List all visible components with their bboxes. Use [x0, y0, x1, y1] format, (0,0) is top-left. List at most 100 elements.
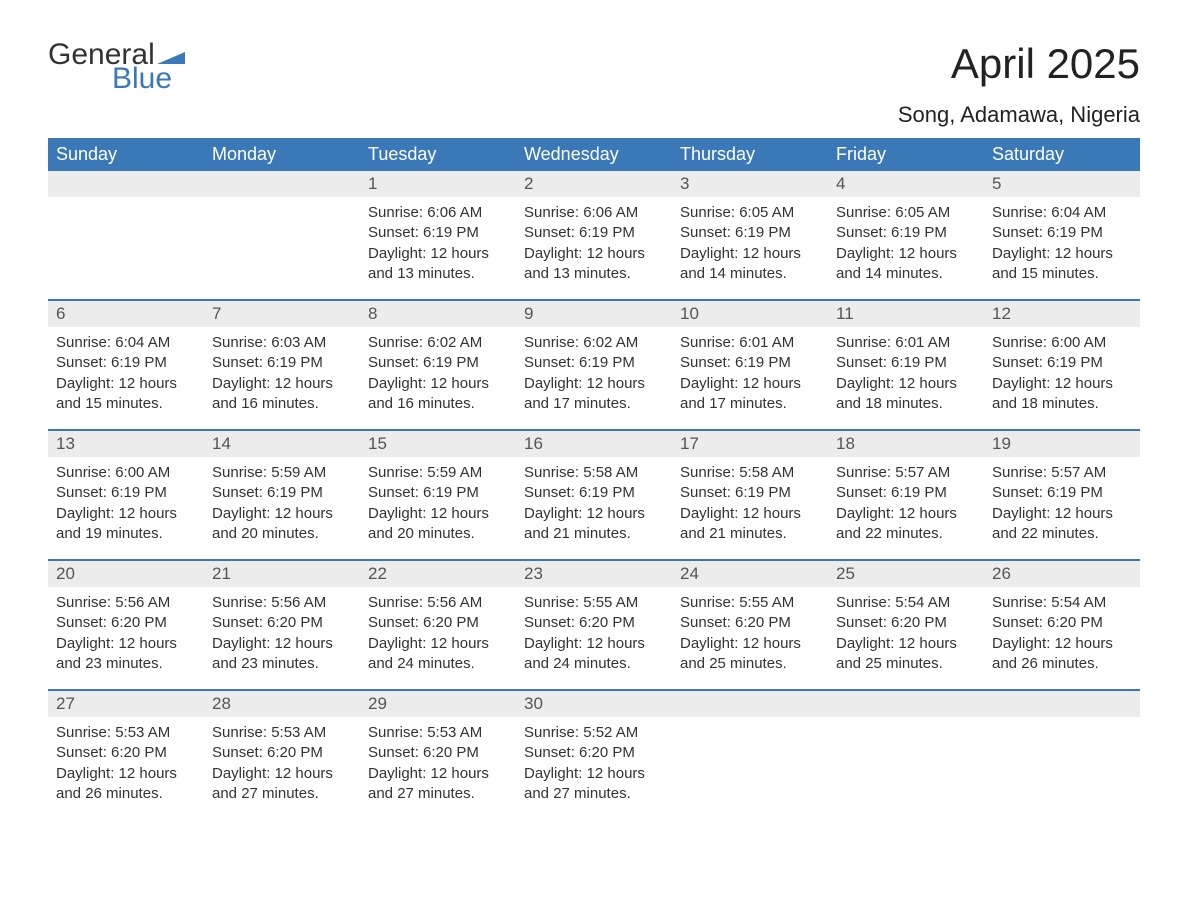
sunset-line: Sunset: 6:20 PM	[368, 743, 508, 763]
sunset-line: Sunset: 6:19 PM	[680, 483, 820, 503]
day-number	[204, 171, 360, 197]
day-body: Sunrise: 5:54 AMSunset: 6:20 PMDaylight:…	[984, 587, 1140, 674]
day-body: Sunrise: 5:52 AMSunset: 6:20 PMDaylight:…	[516, 717, 672, 804]
daylight-line: Daylight: 12 hours and 16 minutes.	[368, 374, 508, 415]
daylight-line: Daylight: 12 hours and 18 minutes.	[836, 374, 976, 415]
day-cell: 30Sunrise: 5:52 AMSunset: 6:20 PMDayligh…	[516, 691, 672, 819]
sunset-line: Sunset: 6:19 PM	[836, 223, 976, 243]
day-cell	[828, 691, 984, 819]
sunset-line: Sunset: 6:20 PM	[212, 613, 352, 633]
day-number: 12	[984, 301, 1140, 327]
sunrise-line: Sunrise: 5:54 AM	[836, 593, 976, 613]
day-body: Sunrise: 5:57 AMSunset: 6:19 PMDaylight:…	[828, 457, 984, 544]
day-cell	[672, 691, 828, 819]
daylight-line: Daylight: 12 hours and 20 minutes.	[368, 504, 508, 545]
sunrise-line: Sunrise: 5:53 AM	[368, 723, 508, 743]
daylight-line: Daylight: 12 hours and 19 minutes.	[56, 504, 196, 545]
header-bar: General Blue April 2025 Song, Adamawa, N…	[48, 40, 1140, 128]
sunrise-line: Sunrise: 5:57 AM	[992, 463, 1132, 483]
sunset-line: Sunset: 6:20 PM	[524, 743, 664, 763]
brand-blue: Blue	[112, 64, 185, 94]
day-cell: 23Sunrise: 5:55 AMSunset: 6:20 PMDayligh…	[516, 561, 672, 689]
day-cell: 11 Sunrise: 6:01 AMSunset: 6:19 PMDayligh…	[828, 301, 984, 429]
day-body: Sunrise: 5:55 AMSunset: 6:20 PMDaylight:…	[516, 587, 672, 674]
sunset-line: Sunset: 6:19 PM	[368, 483, 508, 503]
day-number: 16	[516, 431, 672, 457]
day-body: Sunrise: 6:00 AMSunset: 6:19 PMDaylight:…	[48, 457, 204, 544]
day-cell: 16Sunrise: 5:58 AMSunset: 6:19 PMDayligh…	[516, 431, 672, 559]
day-number: 3	[672, 171, 828, 197]
sunset-line: Sunset: 6:19 PM	[836, 353, 976, 373]
week-row: 1Sunrise: 6:06 AMSunset: 6:19 PMDaylight…	[48, 171, 1140, 299]
sunrise-line: Sunrise: 5:58 AM	[524, 463, 664, 483]
sunset-line: Sunset: 6:20 PM	[368, 613, 508, 633]
daylight-line: Daylight: 12 hours and 22 minutes.	[992, 504, 1132, 545]
daylight-line: Daylight: 12 hours and 20 minutes.	[212, 504, 352, 545]
day-cell: 13Sunrise: 6:00 AMSunset: 6:19 PMDayligh…	[48, 431, 204, 559]
day-number: 25	[828, 561, 984, 587]
weekday-header: Wednesday	[516, 138, 672, 171]
day-number: 14	[204, 431, 360, 457]
day-cell: 26Sunrise: 5:54 AMSunset: 6:20 PMDayligh…	[984, 561, 1140, 689]
day-cell: 5Sunrise: 6:04 AMSunset: 6:19 PMDaylight…	[984, 171, 1140, 299]
day-body: Sunrise: 5:59 AMSunset: 6:19 PMDaylight:…	[204, 457, 360, 544]
week-row: 13Sunrise: 6:00 AMSunset: 6:19 PMDayligh…	[48, 429, 1140, 559]
sunset-line: Sunset: 6:20 PM	[524, 613, 664, 633]
sunset-line: Sunset: 6:19 PM	[992, 483, 1132, 503]
weekday-header: Monday	[204, 138, 360, 171]
sunrise-line: Sunrise: 6:06 AM	[368, 203, 508, 223]
sunrise-line: Sunrise: 6:04 AM	[992, 203, 1132, 223]
weekday-header: Saturday	[984, 138, 1140, 171]
sunrise-line: Sunrise: 6:05 AM	[836, 203, 976, 223]
daylight-line: Daylight: 12 hours and 25 minutes.	[680, 634, 820, 675]
weekday-header: Tuesday	[360, 138, 516, 171]
day-body: Sunrise: 6:05 AMSunset: 6:19 PMDaylight:…	[672, 197, 828, 284]
daylight-line: Daylight: 12 hours and 21 minutes.	[680, 504, 820, 545]
sunset-line: Sunset: 6:19 PM	[524, 353, 664, 373]
day-number: 19	[984, 431, 1140, 457]
day-cell: 12Sunrise: 6:00 AMSunset: 6:19 PMDayligh…	[984, 301, 1140, 429]
daylight-line: Daylight: 12 hours and 22 minutes.	[836, 504, 976, 545]
sunset-line: Sunset: 6:20 PM	[56, 613, 196, 633]
day-number: 26	[984, 561, 1140, 587]
day-number: 30	[516, 691, 672, 717]
day-number: 29	[360, 691, 516, 717]
daylight-line: Daylight: 12 hours and 18 minutes.	[992, 374, 1132, 415]
sunset-line: Sunset: 6:19 PM	[524, 223, 664, 243]
daylight-line: Daylight: 12 hours and 15 minutes.	[992, 244, 1132, 285]
day-number: 24	[672, 561, 828, 587]
daylight-line: Daylight: 12 hours and 14 minutes.	[836, 244, 976, 285]
day-number	[48, 171, 204, 197]
day-number: 6	[48, 301, 204, 327]
sunset-line: Sunset: 6:20 PM	[212, 743, 352, 763]
month-title: April 2025	[898, 40, 1140, 88]
day-cell: 10Sunrise: 6:01 AMSunset: 6:19 PMDayligh…	[672, 301, 828, 429]
day-cell: 1Sunrise: 6:06 AMSunset: 6:19 PMDaylight…	[360, 171, 516, 299]
day-number: 18	[828, 431, 984, 457]
day-number: 11	[828, 301, 984, 327]
day-number: 21	[204, 561, 360, 587]
sunrise-line: Sunrise: 5:52 AM	[524, 723, 664, 743]
daylight-line: Daylight: 12 hours and 24 minutes.	[368, 634, 508, 675]
sunset-line: Sunset: 6:20 PM	[56, 743, 196, 763]
sunset-line: Sunset: 6:19 PM	[212, 483, 352, 503]
sunrise-line: Sunrise: 5:56 AM	[212, 593, 352, 613]
daylight-line: Daylight: 12 hours and 25 minutes.	[836, 634, 976, 675]
day-body: Sunrise: 6:03 AMSunset: 6:19 PMDaylight:…	[204, 327, 360, 414]
sunset-line: Sunset: 6:19 PM	[992, 223, 1132, 243]
sunrise-line: Sunrise: 6:01 AM	[836, 333, 976, 353]
day-cell: 8Sunrise: 6:02 AMSunset: 6:19 PMDaylight…	[360, 301, 516, 429]
sunset-line: Sunset: 6:19 PM	[680, 223, 820, 243]
sunrise-line: Sunrise: 6:02 AM	[524, 333, 664, 353]
day-body: Sunrise: 6:04 AMSunset: 6:19 PMDaylight:…	[48, 327, 204, 414]
day-body: Sunrise: 6:02 AMSunset: 6:19 PMDaylight:…	[360, 327, 516, 414]
sunrise-line: Sunrise: 6:06 AM	[524, 203, 664, 223]
day-cell: 7Sunrise: 6:03 AMSunset: 6:19 PMDaylight…	[204, 301, 360, 429]
sunrise-line: Sunrise: 5:55 AM	[680, 593, 820, 613]
day-body: Sunrise: 6:02 AMSunset: 6:19 PMDaylight:…	[516, 327, 672, 414]
daylight-line: Daylight: 12 hours and 17 minutes.	[524, 374, 664, 415]
sunrise-line: Sunrise: 5:53 AM	[212, 723, 352, 743]
sunset-line: Sunset: 6:19 PM	[56, 483, 196, 503]
day-body: Sunrise: 5:53 AMSunset: 6:20 PMDaylight:…	[48, 717, 204, 804]
day-number: 13	[48, 431, 204, 457]
